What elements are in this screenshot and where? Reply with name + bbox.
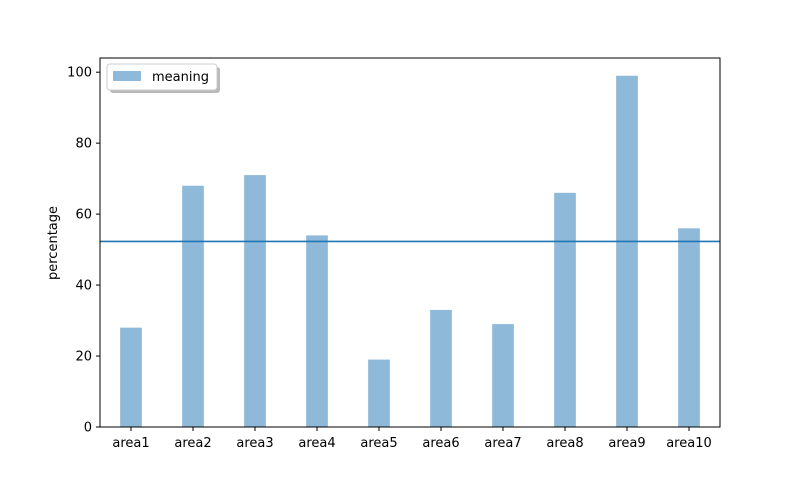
bar-area7: [492, 324, 514, 427]
legend-swatch: [113, 71, 141, 81]
legend[interactable]: meaning: [106, 63, 220, 93]
x-axis: area1 area2 area3 area4 area5 area6 area7 area8…: [112, 427, 712, 451]
bar-area2: [182, 185, 204, 427]
bar-area5: [368, 359, 390, 427]
bar-area8: [554, 192, 576, 427]
y-tick-label: 60: [75, 208, 92, 223]
y-tick-label: 20: [75, 350, 92, 365]
y-tick-label: 0: [84, 421, 92, 436]
bar-area10: [678, 228, 700, 427]
plot-frame: [99, 57, 721, 428]
y-tick-label: 100: [67, 66, 92, 81]
bar-area3: [244, 175, 266, 427]
x-tick-label: area1: [112, 436, 149, 451]
x-tick-label: area9: [608, 436, 645, 451]
bar-area4: [306, 235, 328, 427]
y-axis: 0 20 40 60 80 100: [67, 66, 100, 436]
y-axis-label: percentage: [46, 206, 61, 280]
x-tick-label: area4: [298, 436, 335, 451]
bar-area9: [616, 75, 638, 427]
legend-box: [106, 63, 218, 91]
y-tick-label: 40: [75, 279, 92, 294]
x-tick-label: area7: [484, 436, 521, 451]
x-tick-label: area6: [422, 436, 459, 451]
x-tick-label: area8: [546, 436, 583, 451]
legend-label: meaning: [152, 70, 209, 85]
x-tick-label: area5: [360, 436, 397, 451]
x-tick-label: area2: [174, 436, 211, 451]
bars-group: [120, 75, 700, 427]
x-tick-label: area10: [666, 436, 712, 451]
y-tick-label: 80: [75, 137, 92, 152]
bar-area6: [430, 309, 452, 427]
bar-area1: [120, 327, 142, 427]
x-tick-label: area3: [236, 436, 273, 451]
